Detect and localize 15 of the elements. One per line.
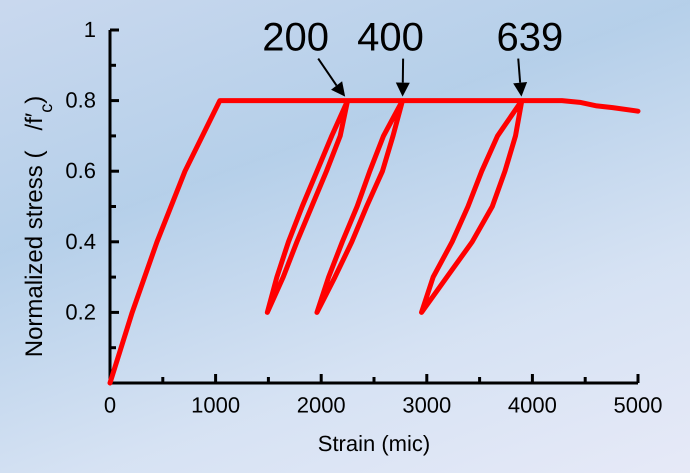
y-tick-label: 0.6 bbox=[65, 158, 96, 184]
x-tick-label: 2000 bbox=[296, 392, 346, 418]
x-tick-label: 0 bbox=[104, 392, 116, 418]
annotation: 400 bbox=[357, 16, 424, 60]
y-tick-label: 0.2 bbox=[65, 299, 96, 324]
y-tick-label: 0.8 bbox=[65, 88, 96, 113]
x-tick-label: 1000 bbox=[191, 392, 240, 418]
y-tick-label: 0.4 bbox=[65, 228, 96, 254]
x-axis-title: Strain (mic) bbox=[318, 431, 430, 456]
x-tick-label: 5000 bbox=[614, 392, 662, 418]
annotation: 200 bbox=[262, 16, 329, 60]
annotation: 639 bbox=[496, 16, 564, 60]
x-tick-label: 3000 bbox=[402, 392, 452, 418]
y-tick-label: 1 bbox=[84, 17, 96, 42]
x-tick-label: 4000 bbox=[508, 392, 557, 418]
